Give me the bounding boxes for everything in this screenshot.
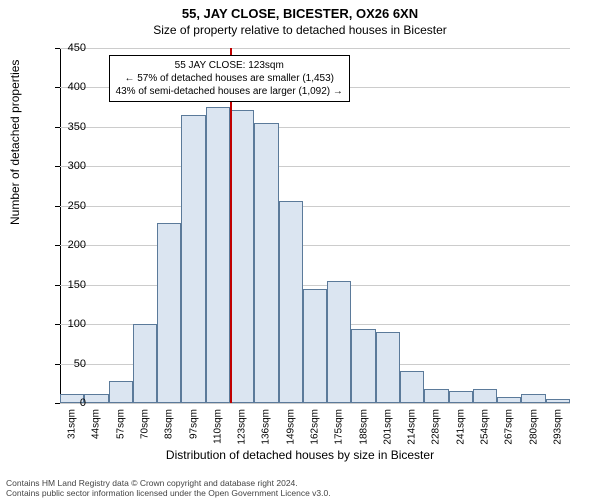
xtick-label: 83sqm: [164, 409, 175, 439]
histogram-bar: [497, 397, 521, 403]
xtick-label: 149sqm: [285, 409, 296, 445]
histogram-bar: [109, 381, 133, 403]
xtick-label: 228sqm: [431, 409, 442, 445]
xtick-label: 70sqm: [140, 409, 151, 439]
x-axis-label: Distribution of detached houses by size …: [0, 448, 600, 462]
gridline: [60, 206, 570, 207]
xtick-label: 254sqm: [480, 409, 491, 445]
histogram-bar: [546, 399, 570, 403]
xtick-label: 44sqm: [91, 409, 102, 439]
main-title: 55, JAY CLOSE, BICESTER, OX26 6XN: [0, 0, 600, 21]
ytick-label: 450: [46, 42, 86, 54]
histogram-bar: [157, 223, 181, 403]
y-axis-line: [60, 48, 61, 403]
xtick-label: 162sqm: [310, 409, 321, 445]
gridline: [60, 127, 570, 128]
ytick-label: 300: [46, 160, 86, 172]
xtick-label: 97sqm: [188, 409, 199, 439]
xtick-label: 123sqm: [237, 409, 248, 445]
xtick-label: 214sqm: [407, 409, 418, 445]
histogram-bar: [303, 289, 327, 403]
annotation-line: 55 JAY CLOSE: 123sqm: [116, 59, 343, 72]
gridline: [60, 285, 570, 286]
histogram-bar: [327, 281, 351, 403]
xtick-label: 136sqm: [261, 409, 272, 445]
chart-container: 55, JAY CLOSE, BICESTER, OX26 6XN Size o…: [0, 0, 600, 500]
xtick-label: 267sqm: [504, 409, 515, 445]
annotation-line: ← 57% of detached houses are smaller (1,…: [116, 72, 343, 85]
xtick-label: 280sqm: [528, 409, 539, 445]
ytick-label: 50: [46, 358, 86, 370]
ytick-label: 350: [46, 121, 86, 133]
xtick-label: 175sqm: [334, 409, 345, 445]
xtick-label: 31sqm: [67, 409, 78, 439]
ytick-label: 400: [46, 81, 86, 93]
histogram-bar: [181, 115, 205, 403]
xtick-label: 110sqm: [212, 409, 223, 444]
histogram-bar: [351, 329, 375, 403]
gridline: [60, 48, 570, 49]
ytick-label: 150: [46, 279, 86, 291]
ytick-label: 0: [46, 397, 86, 409]
xtick-label: 57sqm: [115, 409, 126, 439]
histogram-bar: [449, 391, 473, 403]
y-axis-label: Number of detached properties: [8, 60, 22, 225]
histogram-bar: [206, 107, 230, 403]
histogram-bar: [473, 389, 497, 403]
footer-line-2: Contains public sector information licen…: [6, 488, 331, 498]
gridline: [60, 403, 570, 404]
histogram-bar: [133, 324, 157, 403]
footer-line-1: Contains HM Land Registry data © Crown c…: [6, 478, 331, 488]
footer-attribution: Contains HM Land Registry data © Crown c…: [6, 478, 331, 498]
xtick-label: 188sqm: [358, 409, 369, 445]
annotation-box: 55 JAY CLOSE: 123sqm← 57% of detached ho…: [109, 55, 350, 102]
xtick-label: 241sqm: [455, 409, 466, 445]
histogram-bar: [279, 201, 303, 403]
annotation-line: 43% of semi-detached houses are larger (…: [116, 85, 343, 98]
histogram-bar: [424, 389, 448, 403]
xtick-label: 293sqm: [552, 409, 563, 445]
gridline: [60, 245, 570, 246]
histogram-bar: [521, 394, 545, 403]
ytick-label: 250: [46, 200, 86, 212]
histogram-bar: [254, 123, 278, 403]
sub-title: Size of property relative to detached ho…: [0, 21, 600, 37]
histogram-bar: [400, 371, 424, 403]
histogram-bar: [84, 394, 108, 403]
gridline: [60, 166, 570, 167]
histogram-bar: [230, 110, 254, 403]
histogram-bar: [376, 332, 400, 403]
ytick-label: 200: [46, 239, 86, 251]
xtick-label: 201sqm: [382, 409, 393, 445]
ytick-label: 100: [46, 318, 86, 330]
